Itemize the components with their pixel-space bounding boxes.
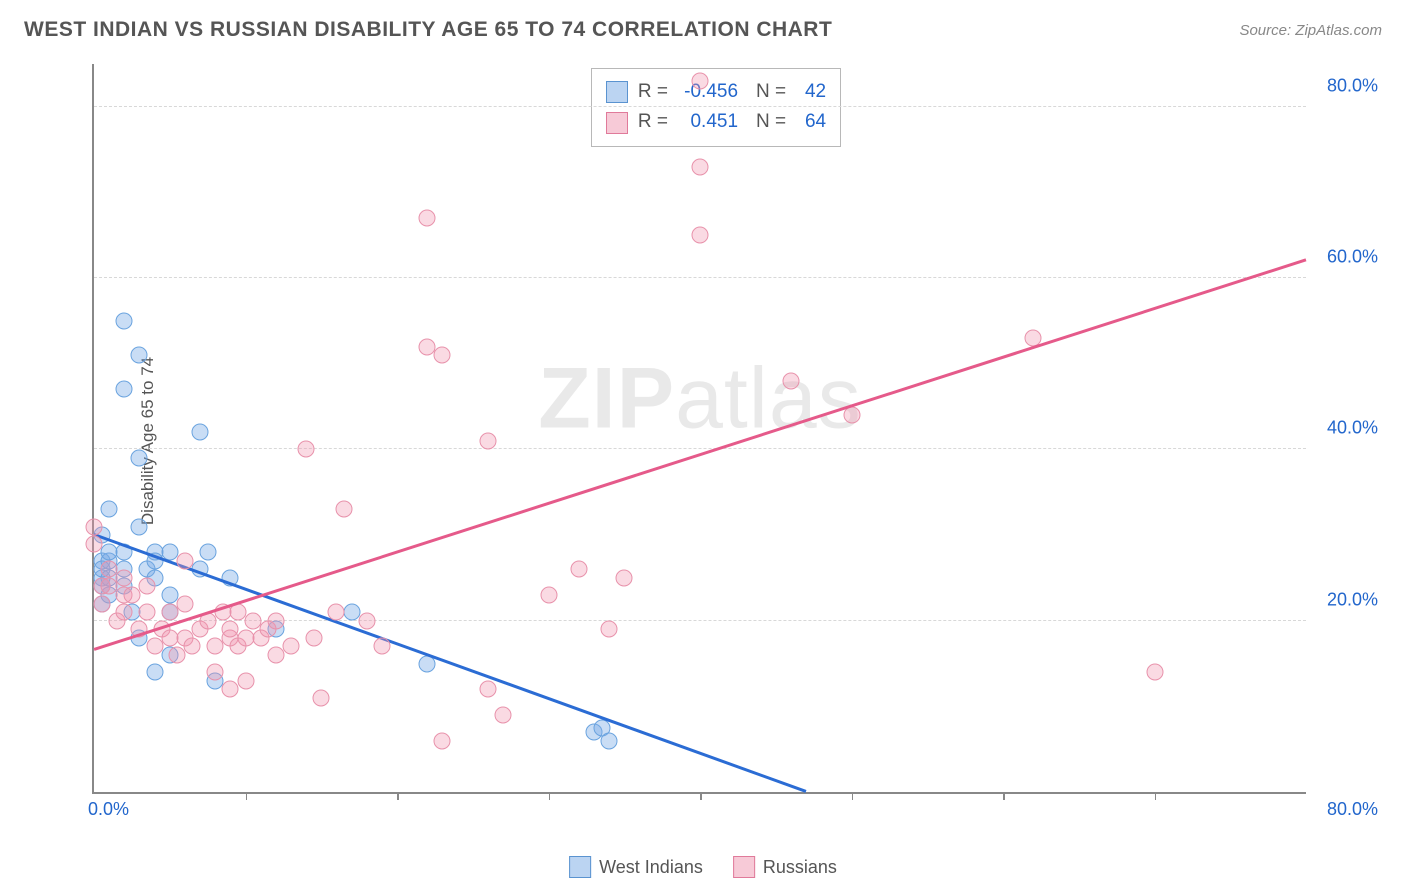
data-point: [479, 681, 496, 698]
data-point: [86, 535, 103, 552]
n-label: N =: [756, 77, 786, 107]
n-label: N =: [756, 107, 786, 137]
data-point: [692, 73, 709, 90]
data-point: [222, 681, 239, 698]
data-point: [479, 432, 496, 449]
legend-swatch: [606, 112, 628, 134]
chart-area: Disability Age 65 to 74 ZIPatlas R =-0.4…: [50, 60, 1386, 822]
data-point: [601, 732, 618, 749]
r-value: 0.451: [678, 107, 738, 137]
x-tick-mark: [1003, 792, 1005, 800]
data-point: [1146, 664, 1163, 681]
data-point: [139, 604, 156, 621]
n-value: 42: [796, 77, 826, 107]
data-point: [237, 672, 254, 689]
legend-swatch: [606, 81, 628, 103]
legend-label: West Indians: [599, 857, 703, 878]
data-point: [419, 210, 436, 227]
data-point: [373, 638, 390, 655]
watermark: ZIPatlas: [538, 349, 861, 448]
gridline: [94, 277, 1306, 278]
data-point: [184, 638, 201, 655]
data-point: [335, 501, 352, 518]
data-point: [207, 638, 224, 655]
data-point: [116, 312, 133, 329]
chart-title: WEST INDIAN VS RUSSIAN DISABILITY AGE 65…: [24, 18, 832, 42]
y-tick-label: 60.0%: [1327, 247, 1378, 268]
source-attribution: Source: ZipAtlas.com: [1239, 22, 1382, 39]
x-tick-mark: [852, 792, 854, 800]
x-axis-min-label: 0.0%: [88, 799, 129, 820]
r-label: R =: [638, 77, 668, 107]
x-tick-mark: [246, 792, 248, 800]
r-label: R =: [638, 107, 668, 137]
y-tick-label: 80.0%: [1327, 75, 1378, 96]
legend-label: Russians: [763, 857, 837, 878]
data-point: [358, 612, 375, 629]
data-point: [146, 638, 163, 655]
data-point: [101, 501, 118, 518]
data-point: [692, 158, 709, 175]
stats-row: R =-0.456N =42: [606, 77, 826, 107]
stats-row: R = 0.451 N = 64: [606, 107, 826, 137]
legend-swatch: [733, 856, 755, 878]
y-tick-label: 20.0%: [1327, 589, 1378, 610]
data-point: [601, 621, 618, 638]
data-point: [86, 518, 103, 535]
data-point: [434, 347, 451, 364]
data-point: [131, 449, 148, 466]
y-tick-label: 40.0%: [1327, 418, 1378, 439]
data-point: [116, 604, 133, 621]
data-point: [434, 732, 451, 749]
trend-line: [94, 259, 1307, 651]
data-point: [843, 407, 860, 424]
scatter-plot: ZIPatlas R =-0.456N =42R =0.451N =64 0.0…: [92, 64, 1306, 794]
data-point: [207, 664, 224, 681]
data-point: [131, 347, 148, 364]
data-point: [267, 646, 284, 663]
x-axis-max-label: 80.0%: [1327, 799, 1378, 820]
legend-item: West Indians: [569, 856, 703, 878]
data-point: [328, 604, 345, 621]
data-point: [116, 381, 133, 398]
legend-swatch: [569, 856, 591, 878]
data-point: [540, 587, 557, 604]
data-point: [199, 544, 216, 561]
data-point: [570, 561, 587, 578]
stats-box: R =-0.456N =42R =0.451N =64: [591, 68, 841, 147]
data-point: [192, 424, 209, 441]
data-point: [298, 441, 315, 458]
data-point: [169, 646, 186, 663]
n-value: 64: [796, 107, 826, 137]
data-point: [131, 518, 148, 535]
data-point: [782, 372, 799, 389]
data-point: [313, 689, 330, 706]
data-point: [139, 578, 156, 595]
gridline: [94, 448, 1306, 449]
x-tick-mark: [700, 792, 702, 800]
data-point: [123, 587, 140, 604]
header: WEST INDIAN VS RUSSIAN DISABILITY AGE 65…: [0, 0, 1406, 52]
data-point: [161, 604, 178, 621]
gridline: [94, 106, 1306, 107]
data-point: [116, 569, 133, 586]
data-point: [93, 595, 110, 612]
data-point: [282, 638, 299, 655]
x-tick-mark: [1155, 792, 1157, 800]
data-point: [495, 706, 512, 723]
data-point: [616, 569, 633, 586]
x-tick-mark: [397, 792, 399, 800]
data-point: [692, 227, 709, 244]
legend-item: Russians: [733, 856, 837, 878]
data-point: [267, 612, 284, 629]
data-point: [146, 664, 163, 681]
data-point: [305, 629, 322, 646]
trend-line: [94, 533, 807, 792]
x-tick-mark: [549, 792, 551, 800]
data-point: [176, 595, 193, 612]
data-point: [176, 552, 193, 569]
bottom-legend: West Indians Russians: [569, 856, 837, 878]
